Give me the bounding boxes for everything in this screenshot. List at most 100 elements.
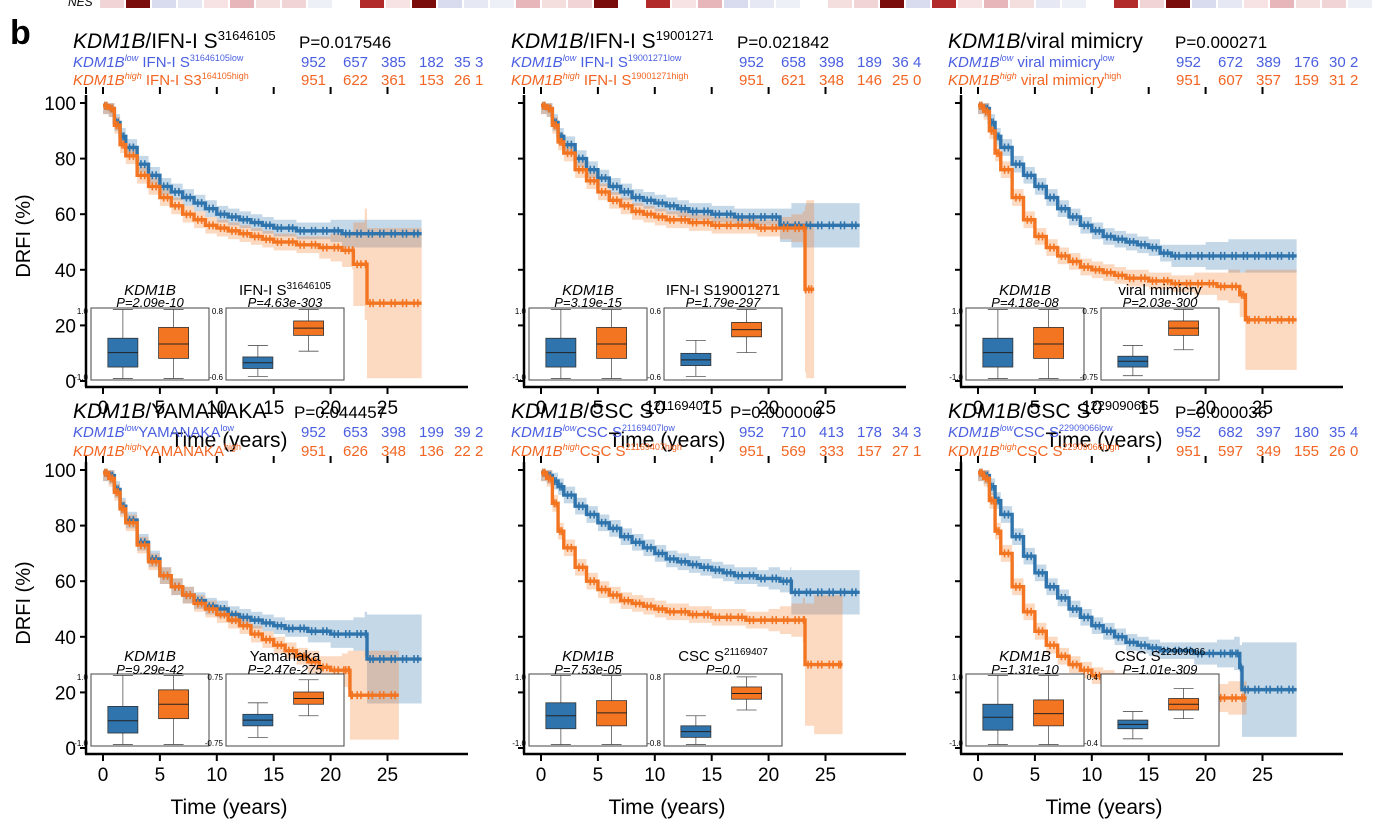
risk-count-low: 952 <box>301 54 326 71</box>
panel-title: KDM1B/viral mimicry <box>948 30 1143 53</box>
x-tick-label: 25 <box>815 765 836 786</box>
box-high <box>596 327 627 359</box>
risk-count-low: 952 <box>739 54 764 71</box>
y-tick-label: 60 <box>55 205 76 226</box>
x-tick-label: 10 <box>644 765 665 786</box>
x-tick-label: 15 <box>1138 765 1159 786</box>
risk-label-high: KDM1BhighCSC S21169407high <box>511 442 682 460</box>
risk-count-high: 626 <box>343 443 368 460</box>
x-tick-label: 15 <box>263 765 284 786</box>
inset-ytick: 1.0 <box>515 307 527 316</box>
heatmap-cell <box>1010 0 1034 8</box>
panel-title: KDM1B/CSC S22909066 <box>948 398 1148 423</box>
x-tick-label: 20 <box>1195 398 1216 419</box>
x-tick-label: 15 <box>263 398 284 419</box>
risk-count-low: 413 <box>819 424 844 441</box>
nes-heatmap-strip <box>100 0 1379 8</box>
risk-count-high: 159 <box>1294 72 1319 89</box>
inset-ytick: -1.0 <box>949 373 963 382</box>
risk-count-low: 35 <box>1329 424 1346 441</box>
heatmap-cell <box>542 0 566 8</box>
inset-label-sup: 21169407 <box>724 647 768 658</box>
logrank-p-value: P=0.044457 <box>294 403 386 422</box>
inset-ytick: 0.75 <box>1082 307 1098 316</box>
risk-count-high: 607 <box>1218 72 1243 89</box>
x-tick-label: 5 <box>155 765 166 786</box>
inset-ytick: -1.0 <box>512 739 526 748</box>
x-tick-label: 25 <box>1252 765 1273 786</box>
risk-count-high: 951 <box>739 72 764 89</box>
heatmap-cell <box>334 0 358 8</box>
risk-count-low: 3 <box>475 54 483 71</box>
ci-band-high <box>978 470 1247 715</box>
panel-title: KDM1B/YAMANAKA <box>73 400 266 423</box>
risk-count-low: 30 <box>1329 54 1346 71</box>
inset-p-value: P=7.53e-05 <box>554 662 622 677</box>
panel-title: KDM1B/IFN-I S19001271 <box>511 28 714 53</box>
inset-ytick: -0.6 <box>647 373 661 382</box>
risk-count-high: 2 <box>1350 72 1358 89</box>
logrank-p-value: P=0.000036 <box>1175 403 1267 422</box>
inset-p-value: P=1.79e-297 <box>686 295 762 310</box>
inset-ytick: -1.0 <box>74 739 88 748</box>
risk-count-high: 951 <box>301 443 326 460</box>
km-panel-5: KDM1B/CSC S21169407 P=0.000000KDM1BlowCSC… <box>511 398 921 819</box>
heatmap-cell <box>958 0 982 8</box>
y-tick-label: 0 <box>65 739 76 760</box>
risk-count-low: 710 <box>781 424 806 441</box>
y-tick-label: 80 <box>55 517 76 538</box>
inset-p-value: P=1.01e-309 <box>1123 662 1198 677</box>
title-gene: KDM1B <box>511 400 583 423</box>
x-tick-label: 10 <box>1081 398 1102 419</box>
inset-p-value: P=0.0 <box>706 662 741 677</box>
x-axis-label: Time (years) <box>1045 796 1162 819</box>
box-high <box>1033 699 1064 727</box>
risk-count-low: 952 <box>739 424 764 441</box>
heatmap-cell <box>724 0 748 8</box>
inset-label: KDM1B <box>124 648 176 665</box>
y-tick-label: 60 <box>55 572 76 593</box>
inset-p-value: P=9.29e-42 <box>116 662 184 677</box>
x-tick-label: 0 <box>98 765 109 786</box>
heatmap-cell <box>1218 0 1242 8</box>
heatmap-cell <box>698 0 722 8</box>
x-tick-label: 20 <box>320 398 341 419</box>
risk-count-high: 1 <box>913 443 921 460</box>
heatmap-cell <box>776 0 800 8</box>
risk-count-low: 658 <box>781 54 806 71</box>
risk-count-high: 569 <box>781 443 806 460</box>
inset-ytick: 1.0 <box>515 673 527 682</box>
risk-count-low: 952 <box>1176 54 1201 71</box>
km-curve-high <box>978 104 1297 322</box>
heatmap-cell <box>828 0 852 8</box>
heatmap-cell <box>464 0 488 8</box>
heatmap-cell <box>516 0 540 8</box>
risk-label-low: KDM1BlowYAMANAKAlow <box>73 423 234 441</box>
risk-count-low: 952 <box>1176 424 1201 441</box>
risk-label-low: KDM1BlowCSC S21169407low <box>511 423 675 441</box>
inset-ytick: -1.0 <box>74 373 88 382</box>
title-signature: /IFN-I S <box>145 30 217 53</box>
title-gene: KDM1B <box>73 30 145 53</box>
x-tick-label: 20 <box>758 398 779 419</box>
heatmap-cell <box>308 0 332 8</box>
risk-count-high: 157 <box>857 443 882 460</box>
heatmap-cell <box>880 0 904 8</box>
heatmap-cell <box>1244 0 1268 8</box>
box-low <box>107 706 139 734</box>
inset-frame <box>225 673 345 747</box>
heatmap-cell <box>1140 0 1164 8</box>
x-tick-label: 20 <box>320 765 341 786</box>
risk-count-high: 361 <box>381 72 406 89</box>
inset-ytick: -0.75 <box>1080 373 1099 382</box>
inset-ytick: 1.0 <box>77 307 89 316</box>
ci-band-high <box>541 470 843 735</box>
risk-label-high: KDM1Bhigh viral mimicryhigh <box>948 71 1121 89</box>
inset-p-value: P=3.19e-15 <box>554 295 622 310</box>
heatmap-cell <box>1270 0 1294 8</box>
